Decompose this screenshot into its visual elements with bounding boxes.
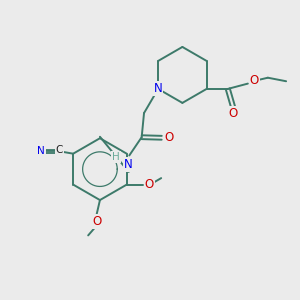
Text: H: H [112, 152, 120, 162]
Text: N: N [154, 82, 163, 95]
Text: N: N [124, 158, 133, 171]
Text: O: O [229, 107, 238, 120]
Text: O: O [92, 215, 102, 228]
Text: O: O [145, 178, 154, 191]
Text: N: N [38, 146, 45, 156]
Text: C: C [55, 146, 63, 155]
Text: O: O [164, 131, 174, 144]
Text: O: O [250, 74, 259, 87]
